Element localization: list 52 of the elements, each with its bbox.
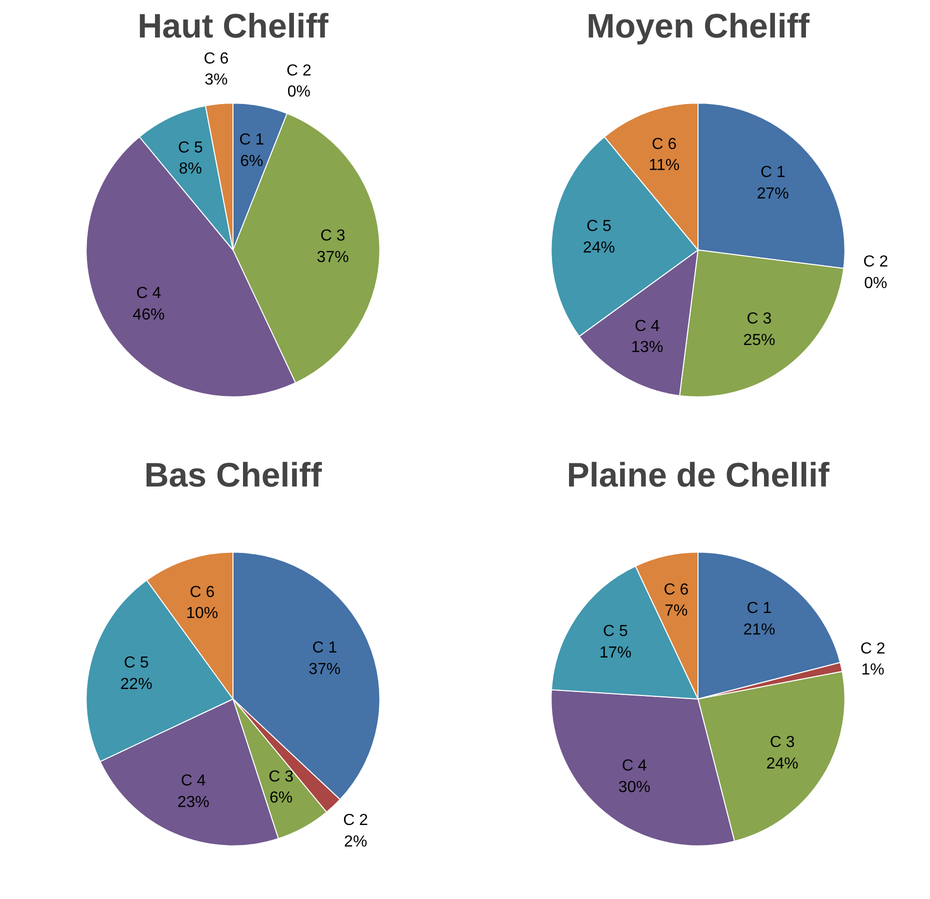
data-label: 2% <box>344 833 368 850</box>
slice-label: C 6 <box>652 136 677 153</box>
slice-label: C 6 <box>204 50 229 68</box>
data-label: 13% <box>631 339 664 356</box>
data-label: 30% <box>618 778 650 796</box>
data-label: 8% <box>178 160 202 178</box>
data-label: 11% <box>648 157 680 174</box>
slice-label: C 3 <box>268 768 294 786</box>
data-label: 17% <box>599 644 632 662</box>
slice-label: C 4 <box>634 318 660 335</box>
text: 0% <box>864 274 888 292</box>
data-label: 25% <box>743 332 776 349</box>
data-label: 21% <box>743 621 776 638</box>
slice-label: C 1 <box>746 600 772 618</box>
data-label: 22% <box>120 676 152 693</box>
slice-label: C 2 <box>343 812 368 830</box>
category-label: C 2 <box>286 62 312 80</box>
slice-label: C 5 <box>178 139 204 156</box>
slice-label: C 2 <box>860 640 886 658</box>
slice-label: C 3 <box>320 228 346 245</box>
slice-label: C 5 <box>586 218 612 236</box>
slice-label: C 5 <box>602 623 628 640</box>
slice-label: C 1 <box>760 164 786 182</box>
chart-title: Haut Cheliff <box>138 8 330 46</box>
data-label: 46% <box>132 306 165 324</box>
data-label: 27% <box>756 185 789 202</box>
slice-label: C 1 <box>312 640 338 657</box>
data-label: 1% <box>861 662 884 679</box>
slice-label: C 4 <box>622 758 647 775</box>
category-label: C 2 <box>863 254 888 271</box>
slice-label: C 3 <box>770 734 795 752</box>
data-label: 6% <box>270 790 293 807</box>
slice-label: C 1 <box>239 132 264 149</box>
data-label: 10% <box>186 605 218 622</box>
chart-title: Bas Cheliff <box>144 456 322 494</box>
text: 0% <box>287 84 311 101</box>
data-label: 24% <box>766 755 798 772</box>
data-label: 37% <box>308 660 341 678</box>
slice-label: C 3 <box>746 310 772 328</box>
slice-label: C 5 <box>124 654 149 672</box>
data-label: 24% <box>582 239 615 256</box>
data-label: 23% <box>177 794 210 811</box>
slice-label: C 6 <box>664 581 689 598</box>
data-label: 3% <box>204 72 228 89</box>
chart-title: Plaine de Chellif <box>566 456 830 494</box>
data-label: 6% <box>240 152 264 170</box>
chart-title: Moyen Cheliff <box>586 8 810 46</box>
slice-label: C 4 <box>136 285 162 302</box>
slice-label: C 4 <box>180 772 206 790</box>
slice-label: C 6 <box>190 584 215 601</box>
data-label: 37% <box>316 248 349 266</box>
data-label: 7% <box>664 602 688 620</box>
